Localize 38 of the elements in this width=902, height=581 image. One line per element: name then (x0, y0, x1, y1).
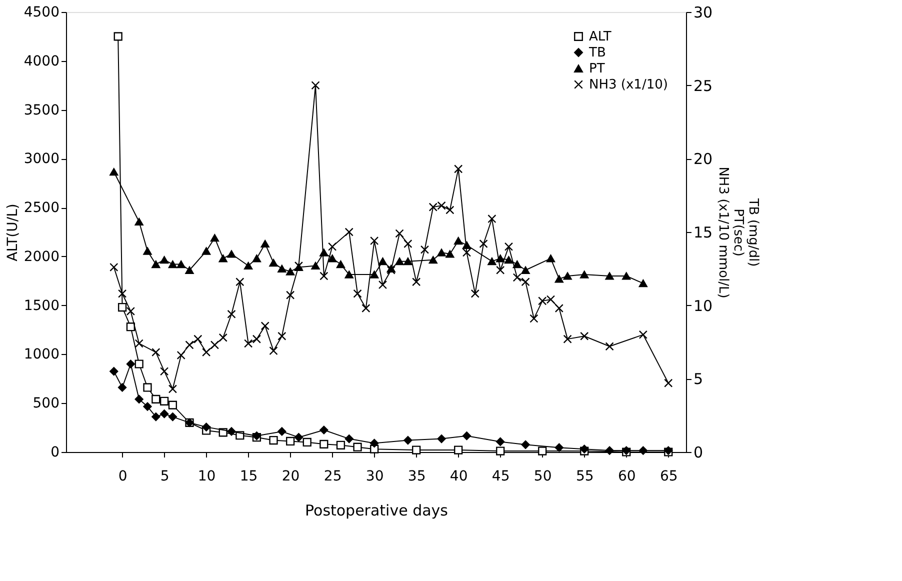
x-tick-label: 45 (492, 468, 510, 484)
y-tick-label: 4500 (24, 4, 60, 20)
legend-label: PT (589, 62, 605, 76)
y-tick-label: 4000 (24, 53, 60, 70)
x-tick-label: 55 (576, 468, 594, 484)
x-tick-label: 5 (160, 468, 170, 484)
y-tick-label: 1000 (24, 346, 60, 363)
y2-tick-label: 25 (694, 76, 713, 95)
y-tick-label: 2500 (24, 200, 60, 216)
x-tick-label: 50 (534, 468, 552, 484)
y2-tick-label: 20 (694, 150, 713, 168)
legend-label: NH3 (x1/10) (589, 78, 668, 92)
y2-tick-label: 10 (694, 296, 713, 315)
legend-label: TB (588, 46, 606, 60)
x-tick-label: 20 (282, 468, 300, 484)
y-tick-label: 3500 (24, 102, 60, 118)
x-tick-label: 0 (118, 468, 128, 484)
y-tick-label: 3000 (24, 151, 60, 168)
y2-tick-label: 5 (694, 370, 704, 388)
x-tick-label: 25 (324, 468, 342, 484)
y-tick-label: 0 (50, 444, 60, 460)
legend-label: ALT (589, 30, 612, 44)
x-tick-label: 35 (408, 468, 426, 484)
x-axis-title: Postoperative days (305, 502, 448, 520)
x-tick-label: 15 (240, 468, 258, 484)
x-tick-label: 30 (366, 468, 384, 484)
y-tick-label: 2000 (24, 248, 60, 265)
y2-tick-label: 0 (694, 444, 704, 462)
y2-tick-label: 30 (694, 4, 713, 22)
y-tick-label: 1500 (24, 298, 60, 314)
y2-tick-label: 15 (694, 224, 713, 242)
x-tick-label: 60 (618, 468, 636, 484)
x-tick-label: 40 (450, 468, 468, 484)
y2-axis-title: TB (mg/dl) PT(sec) NH3 (x1/10 mmol/L) (716, 166, 761, 298)
x-tick-label: 10 (198, 468, 216, 484)
y-axis-title: ALT(U/L) (4, 204, 21, 262)
y-tick-label: 500 (32, 396, 60, 412)
x-tick-label: 65 (660, 468, 678, 484)
